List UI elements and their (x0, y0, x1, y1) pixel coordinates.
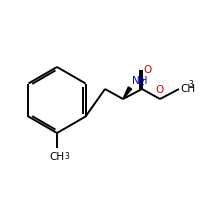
Text: 3: 3 (189, 80, 194, 89)
Text: O: O (144, 65, 152, 75)
Polygon shape (123, 87, 132, 99)
Text: 2: 2 (140, 78, 145, 87)
Text: CH: CH (180, 84, 195, 94)
Text: NH: NH (132, 76, 148, 86)
Text: O: O (155, 85, 164, 95)
Text: CH: CH (50, 152, 65, 162)
Text: 3: 3 (65, 152, 69, 161)
